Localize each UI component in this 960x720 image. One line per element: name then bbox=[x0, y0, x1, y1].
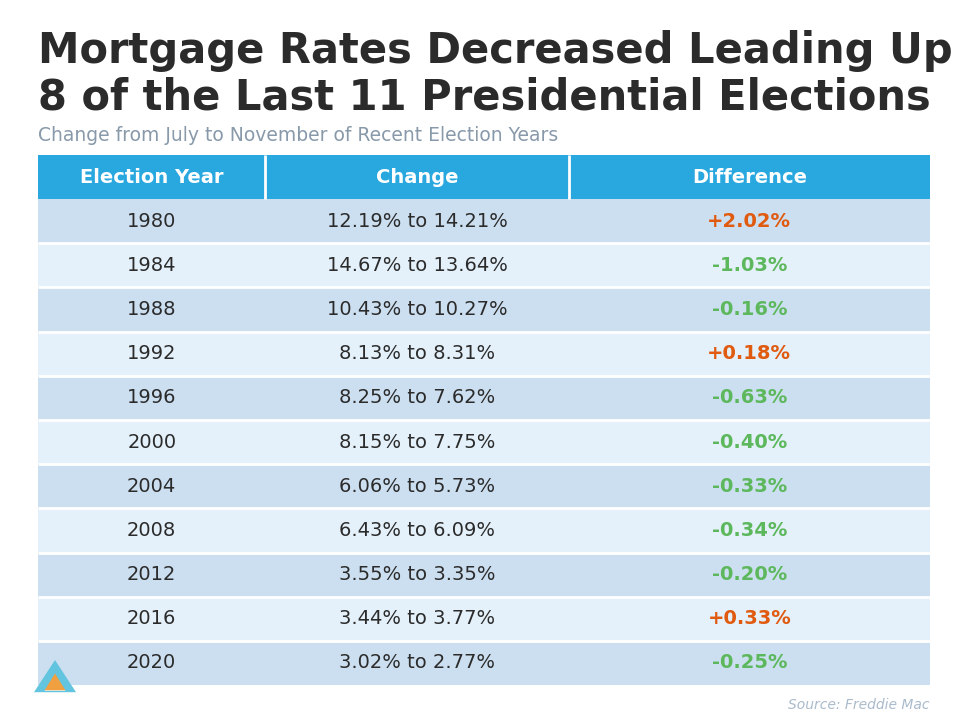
Text: Election Year: Election Year bbox=[80, 168, 224, 186]
Bar bbox=[266, 376, 568, 420]
Text: -0.16%: -0.16% bbox=[711, 300, 787, 319]
Text: Source: Freddie Mac: Source: Freddie Mac bbox=[788, 698, 930, 712]
Text: 3.44% to 3.77%: 3.44% to 3.77% bbox=[339, 609, 495, 629]
Text: 6.06% to 5.73%: 6.06% to 5.73% bbox=[339, 477, 495, 496]
Bar bbox=[266, 332, 568, 376]
Text: -0.34%: -0.34% bbox=[711, 521, 787, 540]
Text: Difference: Difference bbox=[692, 168, 806, 186]
Text: 1988: 1988 bbox=[127, 300, 177, 319]
Text: 1996: 1996 bbox=[127, 388, 177, 408]
Bar bbox=[38, 243, 266, 287]
Bar bbox=[568, 464, 930, 508]
Text: +0.33%: +0.33% bbox=[708, 609, 791, 629]
Text: Change from July to November of Recent Election Years: Change from July to November of Recent E… bbox=[38, 126, 559, 145]
Text: +2.02%: +2.02% bbox=[708, 212, 791, 230]
Bar bbox=[38, 376, 266, 420]
Bar bbox=[266, 155, 568, 199]
Text: 10.43% to 10.27%: 10.43% to 10.27% bbox=[326, 300, 508, 319]
Text: Mortgage Rates Decreased Leading Up to: Mortgage Rates Decreased Leading Up to bbox=[38, 30, 960, 72]
Text: 2016: 2016 bbox=[127, 609, 177, 629]
Text: Change: Change bbox=[376, 168, 458, 186]
Bar bbox=[38, 641, 266, 685]
Bar bbox=[266, 287, 568, 332]
Text: 3.55% to 3.35%: 3.55% to 3.35% bbox=[339, 565, 495, 584]
Bar bbox=[266, 464, 568, 508]
Bar bbox=[568, 552, 930, 597]
Bar bbox=[266, 508, 568, 552]
Text: 12.19% to 14.21%: 12.19% to 14.21% bbox=[326, 212, 508, 230]
Text: 8 of the Last 11 Presidential Elections: 8 of the Last 11 Presidential Elections bbox=[38, 76, 931, 118]
Text: +0.18%: +0.18% bbox=[708, 344, 791, 364]
Text: 1992: 1992 bbox=[127, 344, 177, 364]
Bar bbox=[568, 332, 930, 376]
Bar bbox=[38, 155, 266, 199]
Text: 2008: 2008 bbox=[127, 521, 177, 540]
Bar bbox=[568, 508, 930, 552]
Bar bbox=[38, 552, 266, 597]
Text: 2012: 2012 bbox=[127, 565, 177, 584]
Bar bbox=[38, 597, 266, 641]
Bar bbox=[568, 641, 930, 685]
Bar bbox=[568, 155, 930, 199]
Bar bbox=[38, 332, 266, 376]
Bar bbox=[38, 420, 266, 464]
Bar bbox=[266, 199, 568, 243]
Bar bbox=[568, 287, 930, 332]
Text: 8.13% to 8.31%: 8.13% to 8.31% bbox=[339, 344, 495, 364]
Text: 14.67% to 13.64%: 14.67% to 13.64% bbox=[326, 256, 508, 275]
Bar bbox=[266, 420, 568, 464]
Polygon shape bbox=[34, 660, 76, 692]
Bar bbox=[38, 508, 266, 552]
Text: -0.33%: -0.33% bbox=[711, 477, 787, 496]
Bar bbox=[568, 420, 930, 464]
Bar bbox=[266, 243, 568, 287]
Bar bbox=[266, 552, 568, 597]
Text: 8.15% to 7.75%: 8.15% to 7.75% bbox=[339, 433, 495, 451]
Bar bbox=[568, 243, 930, 287]
Polygon shape bbox=[44, 681, 65, 690]
Bar bbox=[568, 376, 930, 420]
Text: 1984: 1984 bbox=[127, 256, 177, 275]
Text: -0.25%: -0.25% bbox=[711, 654, 787, 672]
Bar bbox=[38, 464, 266, 508]
Text: 2004: 2004 bbox=[127, 477, 177, 496]
Bar bbox=[266, 641, 568, 685]
Text: 2020: 2020 bbox=[127, 654, 177, 672]
Text: -0.40%: -0.40% bbox=[711, 433, 787, 451]
Text: 8.25% to 7.62%: 8.25% to 7.62% bbox=[339, 388, 495, 408]
Text: -0.20%: -0.20% bbox=[711, 565, 787, 584]
Polygon shape bbox=[44, 673, 65, 690]
Bar bbox=[568, 199, 930, 243]
Bar bbox=[266, 597, 568, 641]
Bar bbox=[38, 287, 266, 332]
Text: 3.02% to 2.77%: 3.02% to 2.77% bbox=[339, 654, 495, 672]
Bar bbox=[38, 199, 266, 243]
Bar bbox=[568, 597, 930, 641]
Text: 1980: 1980 bbox=[127, 212, 177, 230]
Text: -0.63%: -0.63% bbox=[711, 388, 787, 408]
Text: -1.03%: -1.03% bbox=[711, 256, 787, 275]
Text: 2000: 2000 bbox=[127, 433, 177, 451]
Text: 6.43% to 6.09%: 6.43% to 6.09% bbox=[339, 521, 495, 540]
